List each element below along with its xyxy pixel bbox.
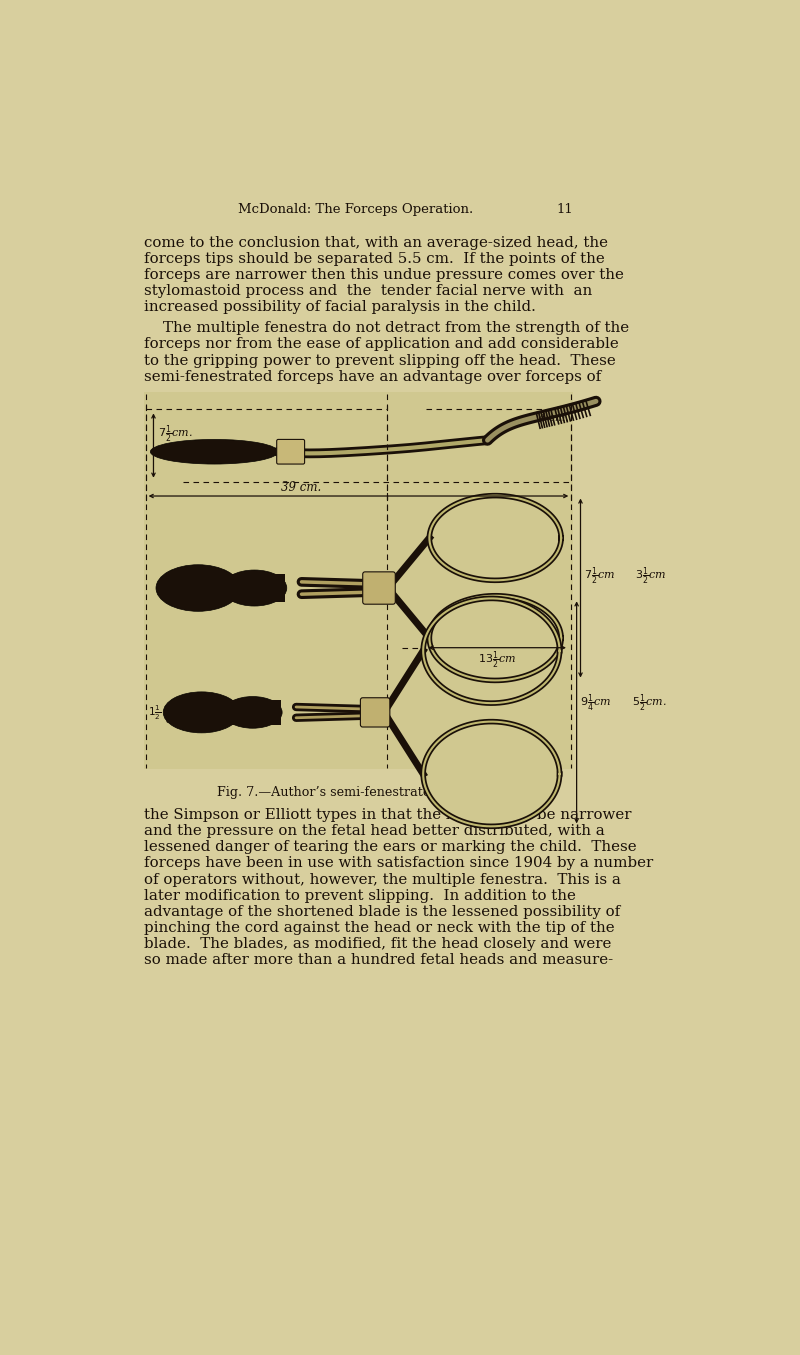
- Text: McDonald: The Forceps Operation.: McDonald: The Forceps Operation.: [238, 203, 474, 215]
- Text: stylomastoid process and  the  tender facial nerve with  an: stylomastoid process and the tender faci…: [144, 285, 593, 298]
- Text: lessened danger of tearing the ears or marking the child.  These: lessened danger of tearing the ears or m…: [144, 840, 637, 854]
- Text: come to the conclusion that, with an average-sized head, the: come to the conclusion that, with an ave…: [144, 236, 608, 249]
- Text: $9\frac{1}{4}$cm: $9\frac{1}{4}$cm: [581, 692, 612, 714]
- Text: so made after more than a hundred fetal heads and measure-: so made after more than a hundred fetal …: [144, 954, 614, 967]
- Polygon shape: [423, 599, 559, 703]
- Ellipse shape: [223, 696, 282, 728]
- Text: pinching the cord against the head or neck with the tip of the: pinching the cord against the head or ne…: [144, 921, 614, 935]
- Polygon shape: [423, 722, 559, 827]
- Text: 11: 11: [556, 203, 573, 215]
- FancyBboxPatch shape: [361, 698, 390, 728]
- Ellipse shape: [163, 692, 240, 733]
- Text: semi-fenestrated forceps have an advantage over forceps of: semi-fenestrated forceps have an advanta…: [144, 370, 602, 383]
- Bar: [144, 392, 573, 770]
- Polygon shape: [430, 596, 561, 680]
- Text: later modification to prevent slipping.  In addition to the: later modification to prevent slipping. …: [144, 889, 576, 902]
- Text: $3\frac{1}{2}$cm: $3\frac{1}{2}$cm: [634, 566, 666, 587]
- Bar: [178, 575, 285, 602]
- Text: the Simpson or Elliott types in that the blades may be narrower: the Simpson or Elliott types in that the…: [144, 808, 632, 822]
- Text: $5\frac{1}{2}$cm.: $5\frac{1}{2}$cm.: [633, 692, 667, 714]
- Text: $1\frac{1}{2}$: $1\frac{1}{2}$: [148, 703, 162, 722]
- Text: increased possibility of facial paralysis in the child.: increased possibility of facial paralysi…: [144, 301, 536, 314]
- Text: 39 cm.: 39 cm.: [282, 481, 322, 495]
- Text: The multiple fenestra do not detract from the strength of the: The multiple fenestra do not detract fro…: [144, 321, 630, 335]
- Ellipse shape: [156, 565, 240, 611]
- Text: of operators without, however, the multiple fenestra.  This is a: of operators without, however, the multi…: [144, 873, 621, 886]
- Text: $13\frac{1}{2}$cm: $13\frac{1}{2}$cm: [478, 650, 517, 672]
- Text: $7\frac{1}{2}$cm: $7\frac{1}{2}$cm: [584, 566, 616, 587]
- Text: and the pressure on the fetal head better distributed, with a: and the pressure on the fetal head bette…: [144, 824, 605, 837]
- FancyBboxPatch shape: [362, 572, 395, 604]
- Bar: [184, 701, 281, 725]
- FancyBboxPatch shape: [277, 439, 305, 463]
- Text: advantage of the shortened blade is the lessened possibility of: advantage of the shortened blade is the …: [144, 905, 621, 919]
- Text: $7\frac{1}{2}$cm.: $7\frac{1}{2}$cm.: [158, 423, 193, 444]
- Ellipse shape: [222, 570, 286, 606]
- Text: forceps are narrower then this undue pressure comes over the: forceps are narrower then this undue pre…: [144, 268, 624, 282]
- Text: forceps nor from the ease of application and add considerable: forceps nor from the ease of application…: [144, 337, 619, 351]
- Text: cm.: cm.: [166, 715, 185, 725]
- Ellipse shape: [150, 439, 278, 463]
- Text: blade.  The blades, as modified, fit the head closely and were: blade. The blades, as modified, fit the …: [144, 938, 611, 951]
- Text: forceps tips should be separated 5.5 cm.  If the points of the: forceps tips should be separated 5.5 cm.…: [144, 252, 605, 266]
- Text: forceps have been in use with satisfaction since 1904 by a number: forceps have been in use with satisfacti…: [144, 856, 654, 870]
- Text: 4 cm.: 4 cm.: [538, 413, 569, 423]
- Text: Fig. 7.—Author’s semi-fenestrated forceps.: Fig. 7.—Author’s semi-fenestrated forcep…: [217, 786, 494, 799]
- Text: to the gripping power to prevent slipping off the head.  These: to the gripping power to prevent slippin…: [144, 354, 616, 367]
- Polygon shape: [430, 496, 561, 580]
